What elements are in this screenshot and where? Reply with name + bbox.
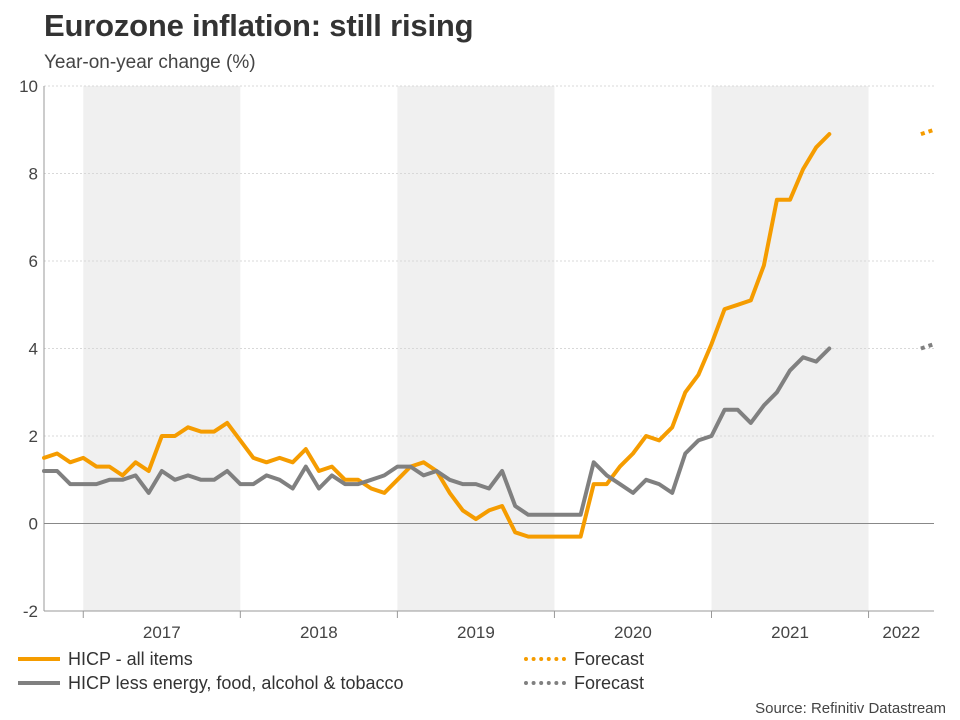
source-note: Source: Refinitiv Datastream xyxy=(755,700,946,717)
y-tick-label-8: 8 xyxy=(29,165,38,184)
x-tick-label-2022: 2022 xyxy=(882,623,920,642)
x-tick-label-2020: 2020 xyxy=(614,623,652,642)
legend-swatch-core-forecast xyxy=(524,681,566,685)
legend: HICP - all items HICP less energy, food,… xyxy=(18,648,718,698)
legend-item-core: HICP less energy, food, alcohol & tobacc… xyxy=(18,672,404,694)
legend-label-headline: HICP - all items xyxy=(68,648,193,669)
y-tick-label-4: 4 xyxy=(29,340,38,359)
legend-swatch-headline-forecast xyxy=(524,657,566,661)
chart-title: Eurozone inflation: still rising xyxy=(44,8,474,43)
y-tick-label-0: 0 xyxy=(29,515,38,534)
legend-item-headline-forecast: Forecast xyxy=(524,648,644,670)
legend-swatch-headline xyxy=(18,657,60,661)
legend-item-headline: HICP - all items xyxy=(18,648,193,670)
forecast-line-headline xyxy=(920,127,935,137)
y-tick-label-2: 2 xyxy=(29,427,38,446)
x-tick-label-2017: 2017 xyxy=(143,623,181,642)
y-tick-label-6: 6 xyxy=(29,252,38,271)
series-line-core xyxy=(42,346,832,517)
legend-label-headline-forecast: Forecast xyxy=(574,648,645,669)
legend-label-core: HICP less energy, food, alcohol & tobacc… xyxy=(68,672,404,693)
y-tick-label--2: -2 xyxy=(23,602,38,621)
x-tick-label-2021: 2021 xyxy=(771,623,809,642)
x-tick-label-2018: 2018 xyxy=(300,623,338,642)
legend-label-core-forecast: Forecast xyxy=(574,672,645,693)
forecast-line-core xyxy=(920,342,935,351)
legend-swatch-core xyxy=(18,681,60,685)
legend-item-core-forecast: Forecast xyxy=(524,672,644,694)
x-tick-label-2019: 2019 xyxy=(457,623,495,642)
y-tick-label-10: 10 xyxy=(19,77,38,96)
chart-subtitle: Year-on-year change (%) xyxy=(44,52,256,73)
